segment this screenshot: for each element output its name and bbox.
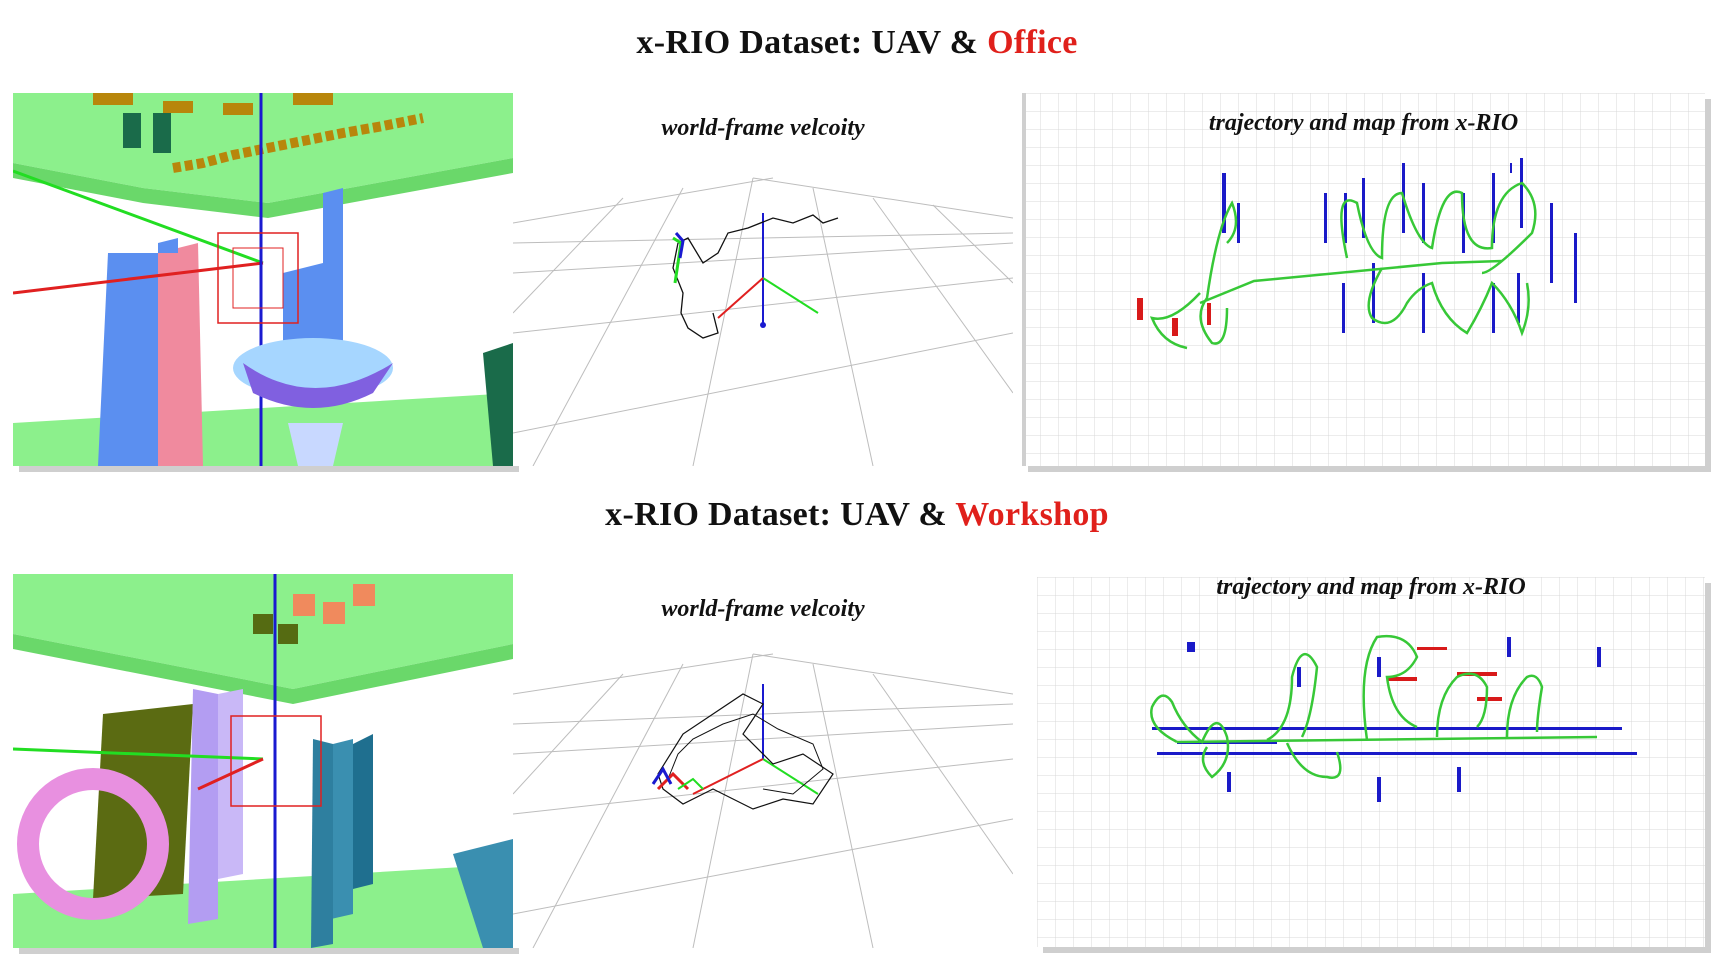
section-title-highlight: Office — [987, 24, 1078, 61]
scene-view-workshop — [13, 574, 513, 948]
map-caption: trajectory and map from x-RIO — [1208, 110, 1519, 136]
scene-render-workshop — [13, 574, 513, 948]
scene-render-office — [13, 93, 513, 466]
section-title-prefix: x-RIO Dataset: UAV & — [636, 24, 988, 61]
velocity-plot-workshop — [513, 653, 1013, 948]
map-plot-office — [1022, 93, 1705, 466]
map-view-workshop: trajectory and map from x-RIO — [1037, 577, 1705, 947]
map-caption: trajectory and map from x-RIO — [1216, 577, 1526, 600]
velocity-view-office: world-frame velcoity — [513, 93, 1013, 466]
map-view-office: trajectory and map from x-RIO — [1022, 93, 1705, 466]
scene-view-office — [13, 93, 513, 466]
section-title-highlight: Workshop — [955, 496, 1109, 533]
velocity-caption: world-frame velcoity — [661, 115, 865, 141]
map-plot-workshop — [1037, 577, 1705, 947]
section-title-office: x-RIO Dataset: UAV & Office — [0, 24, 1714, 62]
velocity-caption: world-frame velcoity — [661, 596, 865, 622]
velocity-view-workshop: world-frame velcoity — [513, 574, 1013, 948]
section-title-prefix: x-RIO Dataset: UAV & — [605, 496, 956, 533]
velocity-plot-office — [513, 177, 1013, 466]
section-title-workshop: x-RIO Dataset: UAV & Workshop — [0, 496, 1714, 534]
